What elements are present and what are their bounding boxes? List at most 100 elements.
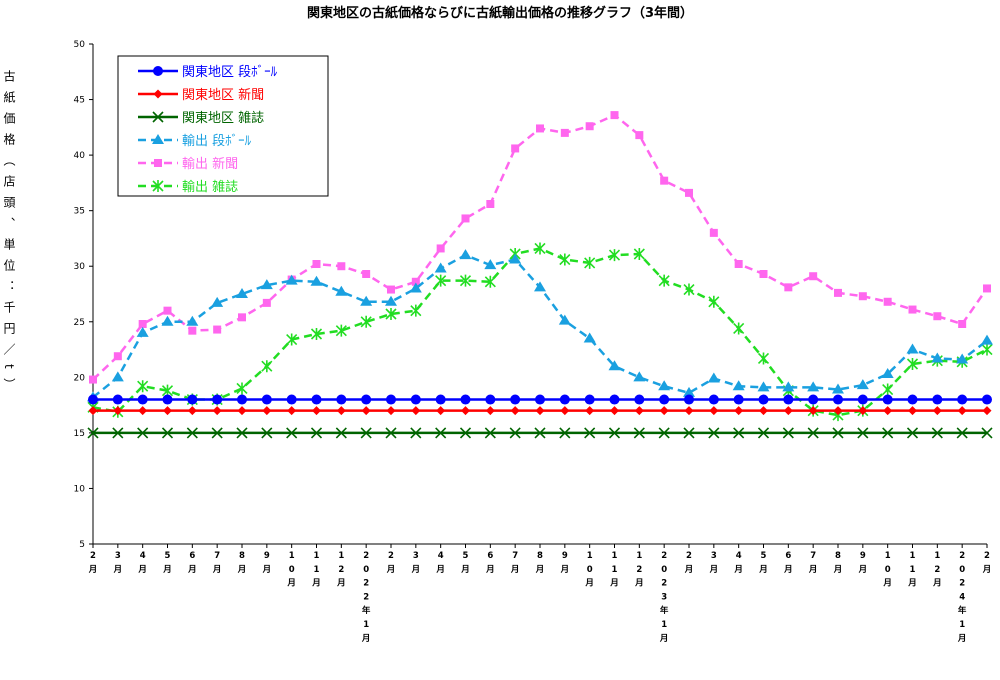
- legend-label: 関東地区 新聞: [182, 87, 264, 103]
- y-tick-label: 10: [74, 484, 86, 494]
- data-point: [287, 406, 297, 416]
- data-point: [908, 406, 917, 416]
- data-point: [410, 394, 421, 405]
- data-point: [187, 406, 197, 416]
- data-point: [610, 406, 619, 416]
- data-point: [261, 427, 273, 439]
- data-point: [707, 372, 720, 383]
- data-point: [511, 144, 520, 153]
- data-point: [162, 394, 173, 405]
- axes: 5 10 15 20 25 30 35 40 45 50 2 月 3 月 4 月 5 月 6 月 7 月 8 月 9 月 1 0 月 1 1…: [74, 40, 992, 644]
- data-point: [982, 394, 992, 405]
- legend-marker: [152, 134, 164, 144]
- data-point: [834, 288, 842, 297]
- data-point: [212, 394, 223, 405]
- data-point: [906, 427, 919, 439]
- data-point: [883, 297, 892, 306]
- data-point: [559, 427, 571, 439]
- data-point: [461, 214, 470, 223]
- data-point: [957, 394, 968, 405]
- data-point: [212, 406, 222, 416]
- data-point: [411, 277, 420, 286]
- data-point: [881, 368, 894, 378]
- data-point: [709, 406, 719, 416]
- data-point: [658, 380, 671, 391]
- data-point: [312, 260, 321, 268]
- data-point: [335, 324, 347, 337]
- data-point: [262, 406, 272, 416]
- data-point: [534, 427, 546, 439]
- chart-title: 関東地区の古紙価格ならびに古紙輸出価格の推移グラフ（3年間）: [306, 6, 694, 21]
- legend-marker: [153, 89, 163, 99]
- data-point: [387, 285, 395, 294]
- data-point: [310, 427, 323, 439]
- data-point: [536, 124, 544, 133]
- data-point: [161, 427, 174, 439]
- data-point: [807, 427, 819, 439]
- data-point: [360, 427, 372, 439]
- data-point: [163, 406, 172, 416]
- data-point: [906, 358, 919, 370]
- data-point: [385, 295, 397, 306]
- data-point: [560, 128, 569, 137]
- data-point: [659, 406, 669, 416]
- data-point: [808, 394, 819, 405]
- y-tick-label: 40: [74, 151, 86, 161]
- y-tick-label: 30: [74, 262, 86, 272]
- data-point: [138, 406, 148, 416]
- data-point: [585, 406, 595, 416]
- data-point: [683, 427, 695, 439]
- data-point: [510, 406, 520, 416]
- data-point: [385, 427, 397, 439]
- data-point: [260, 279, 273, 290]
- data-point: [882, 427, 894, 439]
- data-point: [361, 406, 371, 416]
- data-point: [436, 406, 446, 416]
- data-point: [759, 406, 768, 416]
- data-point: [460, 394, 471, 405]
- data-point: [832, 383, 844, 394]
- series-layer: [87, 111, 993, 439]
- data-point: [783, 394, 794, 405]
- series-line-3: [92, 253, 988, 399]
- data-point: [584, 427, 596, 439]
- data-point: [732, 380, 745, 391]
- data-point: [757, 381, 770, 392]
- data-point: [138, 320, 147, 328]
- data-point: [112, 427, 124, 439]
- legend-label: 関東地区 雑誌: [182, 110, 264, 126]
- data-point: [982, 406, 992, 416]
- data-point: [907, 394, 918, 405]
- data-point: [285, 274, 298, 285]
- data-point: [113, 406, 123, 416]
- data-point: [832, 427, 844, 439]
- data-point: [335, 285, 348, 296]
- data-point: [89, 375, 97, 384]
- data-point: [436, 244, 445, 253]
- data-point: [685, 188, 693, 197]
- data-point: [709, 228, 718, 237]
- data-point: [361, 394, 372, 405]
- data-point: [560, 406, 570, 416]
- data-point: [957, 406, 967, 416]
- data-point: [484, 259, 497, 270]
- data-point: [856, 379, 869, 390]
- data-point: [484, 275, 496, 288]
- data-point: [312, 406, 321, 416]
- legend-label: 輸出 新聞: [182, 156, 238, 172]
